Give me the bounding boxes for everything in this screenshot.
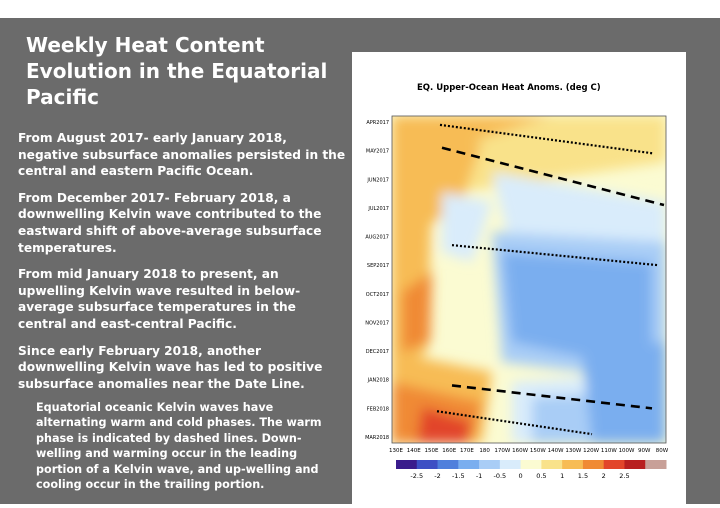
colorbar-swatch [479,460,501,469]
y-tick-label: FEB2018 [367,406,389,412]
x-tick-label: 170W [494,448,510,454]
y-tick-label: AUG2017 [365,235,389,241]
kelvin-line-dashed [451,384,653,410]
kelvin-note: Equatorial oceanic Kelvin waves have alt… [36,401,322,492]
x-tick-label: 180 [479,448,490,454]
colorbar-swatch [396,460,418,469]
colorbar-swatch [416,460,439,469]
colorbar-swatch [499,460,522,469]
bullet-4: Since early February 2018, another downw… [18,343,323,391]
colorbar-label: -0.5 [494,472,507,480]
colorbar-label: -1.5 [452,472,465,480]
bullet-list: From August 2017- early January 2018, ne… [18,130,348,402]
y-tick-label: NOV2017 [365,320,389,326]
kelvin-line-dashed [441,146,665,207]
slide-title: Weekly Heat Content Evolution in the Equ… [26,33,328,109]
colorbar-label: 2.5 [619,472,629,480]
bullet-2: From December 2017- February 2018, a dow… [18,190,322,255]
colorbar-swatch [624,460,646,469]
colorbar-swatch [520,460,542,469]
colorbar-label: 1 [560,472,564,480]
x-axis-ticks: 130E 140E 150E 160E 170E 180 170W 160W 150W 140W 1… [389,448,669,454]
y-tick-label: DEC2017 [366,349,389,355]
x-tick-label: 160E [442,448,456,454]
kelvin-wave-lines [436,123,665,436]
colorbar-swatch [458,460,480,469]
colorbar: -2.5 -2 -1.5 -1 -0.5 0 0.5 1 1.5 2 2.5 [396,460,667,480]
x-tick-label: 120W [583,448,599,454]
heat-anomaly-figure: EQ. Upper-Ocean Heat Anoms. (deg C) [352,52,686,504]
y-tick-label: JUL2017 [367,206,389,212]
x-tick-label: 140E [407,448,421,454]
colorbar-swatch [603,460,625,469]
y-axis-ticks: APR2017 MAY2017 JUN2017 JUL2017 AUG2017 SEP20… [365,120,389,441]
x-tick-label: 140W [548,448,564,454]
colorbar-swatch [582,460,605,469]
x-tick-label: 130W [565,448,581,454]
x-tick-label: 80W [656,448,669,454]
y-tick-label: MAR2018 [365,435,389,441]
colorbar-label: -1 [476,472,482,480]
x-tick-label: 90W [638,448,651,454]
x-tick-label: 100W [619,448,635,454]
kelvin-line-dotted [451,244,659,267]
y-tick-label: OCT2017 [366,292,389,298]
y-tick-label: APR2017 [366,120,389,126]
x-tick-label: 160W [512,448,528,454]
colorbar-label: 1.5 [578,472,588,480]
colorbar-label: -2.5 [410,472,423,480]
y-tick-label: JAN2018 [367,378,389,384]
colorbar-label: -2 [434,472,440,480]
y-tick-label: SEP2017 [367,263,389,269]
colorbar-swatch [541,460,563,469]
x-tick-label: 130E [389,448,403,454]
y-tick-label: JUN2017 [366,177,389,183]
heatmap-chart: EQ. Upper-Ocean Heat Anoms. (deg C) [365,83,669,480]
colorbar-label: 2 [602,472,606,480]
x-tick-label: 150E [424,448,438,454]
heatmap-field [392,116,666,443]
chart-title: EQ. Upper-Ocean Heat Anoms. (deg C) [417,83,601,93]
y-tick-label: MAY2017 [366,149,389,155]
colorbar-label: 0 [519,472,523,480]
colorbar-swatch [562,460,584,469]
colorbar-swatch [645,460,667,469]
bullet-1: From August 2017- early January 2018, ne… [18,131,346,179]
x-tick-label: 170E [460,448,474,454]
colorbar-swatch [437,460,459,469]
slide: Weekly Heat Content Evolution in the Equ… [0,18,720,504]
x-tick-label: 150W [530,448,546,454]
x-tick-label: 110W [601,448,617,454]
bullet-3: From mid January 2018 to present, an upw… [18,267,301,331]
colorbar-label: 0.5 [536,472,546,480]
